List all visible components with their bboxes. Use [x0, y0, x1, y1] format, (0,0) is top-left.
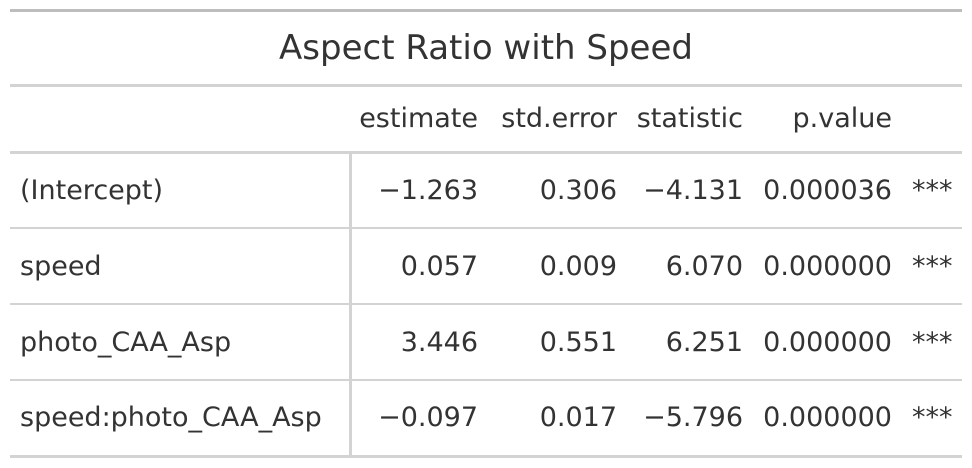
- regression-table: estimate std.error statistic p.value (In…: [10, 87, 962, 458]
- p-value-cell: 0.000000: [753, 227, 902, 304]
- table-row: photo_CAA_Asp 3.446 0.551 6.251 0.000000…: [10, 303, 962, 380]
- p-value-cell: 0.000036: [763, 174, 892, 206]
- statistic-cell: 6.070: [627, 227, 753, 304]
- table-row: speed 0.057 0.009 6.070 0.000000 ***: [10, 227, 962, 304]
- header-estimate: estimate: [350, 87, 488, 154]
- header-p-value: p.value: [753, 87, 902, 154]
- statistic-cell: −4.131: [643, 174, 743, 206]
- title-rule: [10, 84, 962, 87]
- estimate-cell: 0.057: [350, 227, 488, 304]
- header-signif: [902, 87, 962, 154]
- std-error-cell: 0.306: [539, 174, 617, 206]
- p-value-cell: 0.000000: [753, 303, 902, 380]
- term-cell: speed:photo_CAA_Asp: [10, 379, 352, 458]
- statistic-cell: 6.251: [627, 303, 753, 380]
- table-row: speed:photo_CAA_Asp −0.097 0.017 −5.796 …: [10, 379, 962, 458]
- header-term: [10, 87, 350, 154]
- table-row: (Intercept) −1.263 0.306 −4.131 0.000036…: [10, 152, 962, 228]
- header-std-error: std.error: [488, 87, 627, 154]
- std-error-cell: 0.551: [488, 303, 627, 380]
- top-rule: [10, 9, 962, 12]
- estimate-cell: −0.097: [350, 379, 488, 458]
- estimate-cell: −1.263: [378, 174, 478, 206]
- header-row: estimate std.error statistic p.value: [10, 87, 962, 154]
- regression-table-container: Aspect Ratio with Speed estimate std.err…: [10, 9, 962, 458]
- p-value-cell: 0.000000: [753, 379, 902, 458]
- table-title: Aspect Ratio with Speed: [279, 28, 693, 68]
- term-cell: (Intercept): [10, 152, 352, 228]
- std-error-cell: 0.009: [488, 227, 627, 304]
- std-error-cell: 0.017: [488, 379, 627, 458]
- header-statistic: statistic: [627, 87, 753, 154]
- signif-cell: ***: [912, 174, 953, 206]
- statistic-cell: −5.796: [627, 379, 753, 458]
- term-cell: speed: [10, 227, 352, 304]
- signif-cell: ***: [902, 379, 962, 458]
- signif-cell: ***: [902, 227, 962, 304]
- term-cell: photo_CAA_Asp: [10, 303, 352, 380]
- estimate-cell: 3.446: [350, 303, 488, 380]
- signif-cell: ***: [902, 303, 962, 380]
